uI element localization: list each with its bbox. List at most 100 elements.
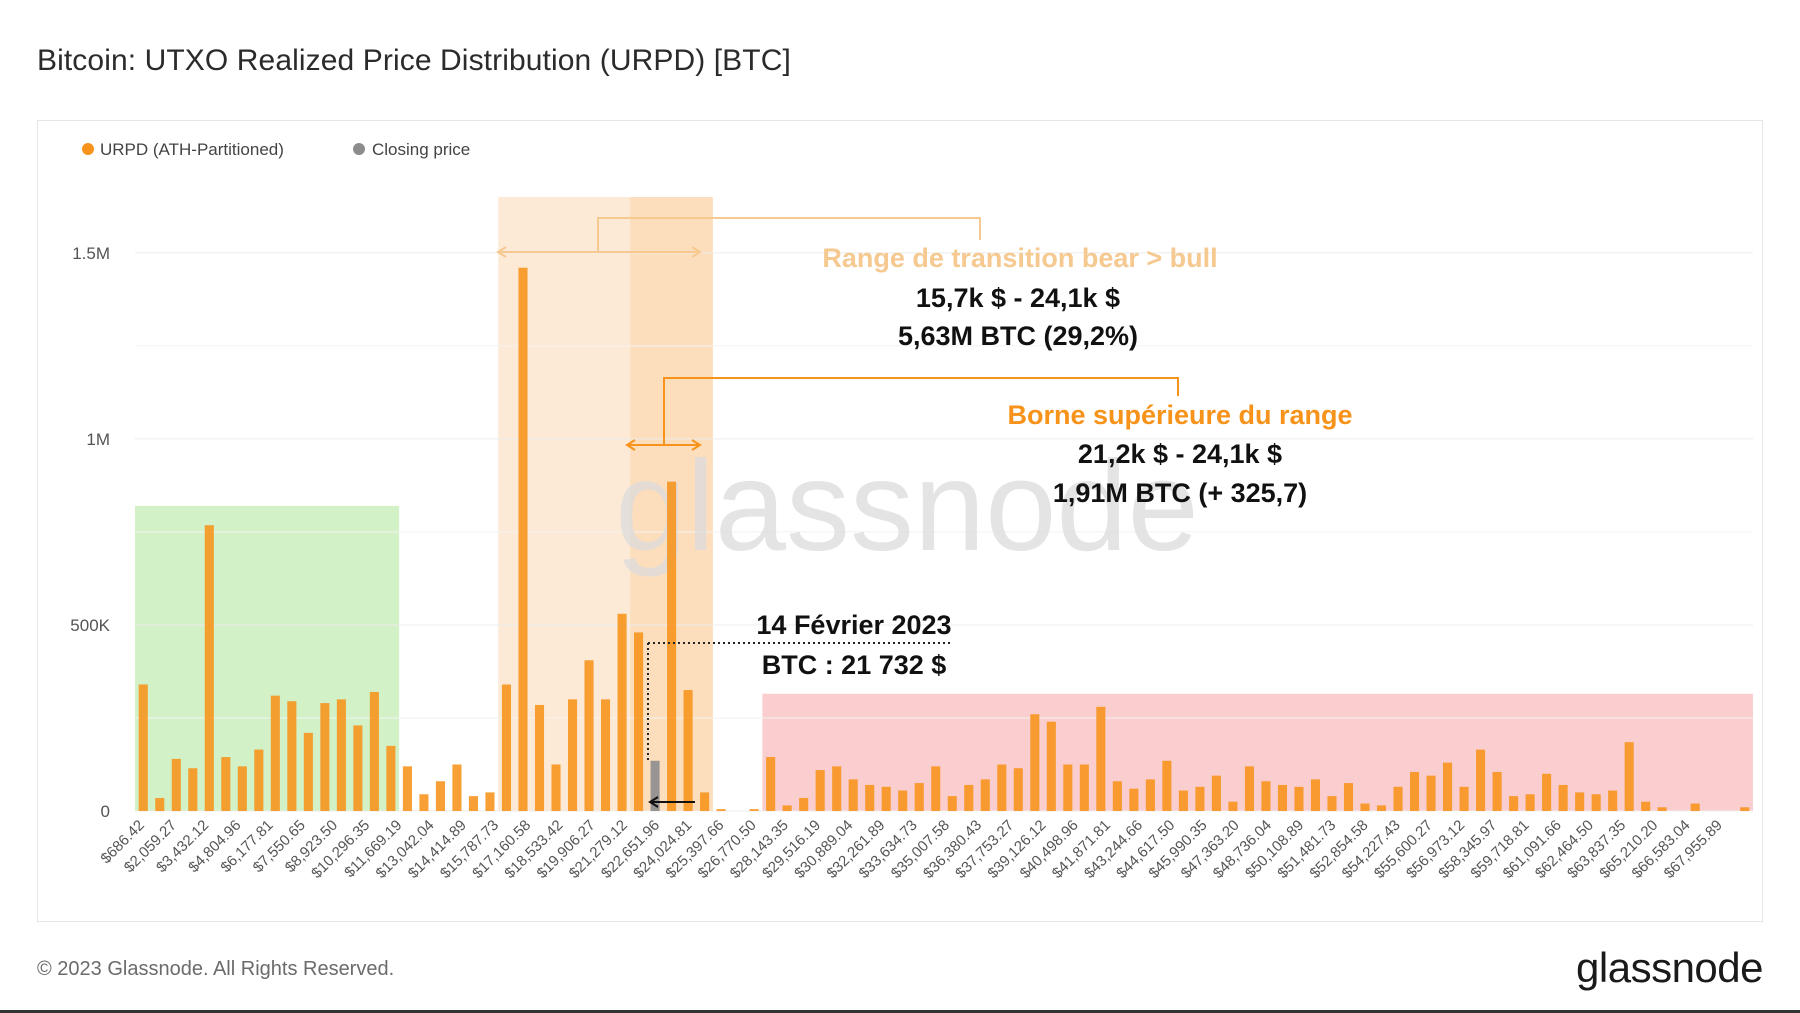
urpd-bar[interactable]: [601, 699, 611, 811]
urpd-bar[interactable]: [567, 699, 578, 811]
urpd-bar[interactable]: [1079, 764, 1089, 811]
urpd-bar[interactable]: [1261, 781, 1271, 811]
urpd-bar[interactable]: [386, 745, 396, 811]
urpd-bar[interactable]: [914, 783, 924, 811]
closing-price-bar[interactable]: [650, 760, 660, 811]
urpd-bar[interactable]: [1030, 714, 1040, 811]
urpd-bar[interactable]: [353, 725, 363, 811]
urpd-bar[interactable]: [221, 757, 231, 811]
urpd-bar[interactable]: [980, 779, 990, 811]
urpd-bar[interactable]: [815, 770, 825, 811]
urpd-bar[interactable]: [1360, 803, 1370, 811]
urpd-bar[interactable]: [270, 695, 280, 811]
urpd-bar[interactable]: [1476, 749, 1486, 811]
urpd-bar[interactable]: [832, 766, 842, 811]
urpd-bar[interactable]: [1013, 768, 1023, 811]
urpd-bar[interactable]: [1608, 790, 1618, 811]
urpd-bar[interactable]: [485, 792, 495, 811]
urpd-bar[interactable]: [1294, 786, 1304, 811]
urpd-bar[interactable]: [402, 766, 412, 811]
urpd-bar[interactable]: [1327, 796, 1337, 811]
urpd-bar[interactable]: [1690, 803, 1700, 811]
urpd-bar[interactable]: [468, 796, 478, 811]
urpd-bar[interactable]: [1558, 784, 1568, 811]
urpd-bar[interactable]: [1096, 706, 1106, 811]
urpd-bar[interactable]: [1211, 775, 1221, 811]
urpd-bar[interactable]: [1509, 796, 1519, 811]
urpd-bar[interactable]: [749, 809, 759, 811]
urpd-bar[interactable]: [419, 794, 429, 811]
urpd-bar[interactable]: [1575, 792, 1585, 811]
urpd-bar[interactable]: [947, 796, 957, 811]
urpd-bar[interactable]: [1310, 779, 1321, 811]
urpd-bar[interactable]: [997, 764, 1007, 811]
urpd-bar[interactable]: [881, 786, 891, 811]
urpd-bar[interactable]: [1178, 790, 1188, 811]
urpd-bar[interactable]: [1244, 766, 1254, 811]
urpd-bar[interactable]: [667, 481, 677, 811]
urpd-bar[interactable]: [782, 805, 792, 811]
urpd-bar[interactable]: [204, 525, 214, 811]
urpd-bar[interactable]: [1046, 721, 1056, 811]
urpd-bar[interactable]: [799, 797, 809, 811]
y-tick-label: 1M: [86, 430, 110, 449]
red-zone: [762, 693, 1753, 811]
urpd-bar[interactable]: [1591, 794, 1601, 811]
urpd-bar[interactable]: [1443, 762, 1453, 811]
urpd-bar[interactable]: [1277, 784, 1287, 811]
urpd-bar[interactable]: [584, 660, 594, 811]
urpd-bar[interactable]: [435, 781, 445, 811]
urpd-bar[interactable]: [452, 764, 462, 811]
urpd-bar[interactable]: [551, 764, 561, 811]
urpd-bar[interactable]: [1162, 760, 1172, 811]
urpd-bar[interactable]: [683, 690, 693, 811]
urpd-bar[interactable]: [716, 809, 726, 811]
urpd-bar[interactable]: [1426, 775, 1436, 811]
urpd-bar[interactable]: [303, 732, 313, 811]
urpd-bar[interactable]: [634, 632, 644, 811]
urpd-bar[interactable]: [1657, 807, 1667, 811]
urpd-bar[interactable]: [534, 704, 545, 811]
urpd-bar[interactable]: [237, 766, 247, 811]
urpd-bar[interactable]: [188, 768, 198, 811]
legend-item-urpd[interactable]: URPD (ATH-Partitioned): [82, 140, 284, 159]
urpd-bar[interactable]: [766, 757, 776, 811]
urpd-bar[interactable]: [700, 792, 710, 811]
urpd-bar[interactable]: [1492, 771, 1502, 811]
urpd-bar[interactable]: [1393, 786, 1403, 811]
urpd-bar[interactable]: [320, 703, 330, 811]
urpd-bar[interactable]: [1376, 805, 1387, 811]
range-prices: 15,7k $ - 24,1k $: [916, 283, 1120, 313]
urpd-bar[interactable]: [336, 699, 346, 811]
urpd-bar[interactable]: [1063, 764, 1073, 811]
urpd-bar[interactable]: [518, 267, 528, 812]
urpd-bar[interactable]: [369, 691, 379, 811]
urpd-bar[interactable]: [1145, 779, 1155, 811]
urpd-bar[interactable]: [1542, 773, 1552, 811]
urpd-bar[interactable]: [501, 684, 512, 811]
urpd-bar[interactable]: [1641, 801, 1651, 811]
urpd-bar[interactable]: [287, 701, 297, 811]
urpd-bar[interactable]: [1740, 807, 1750, 811]
urpd-bar[interactable]: [1525, 794, 1535, 811]
urpd-bar[interactable]: [254, 749, 264, 811]
glassnode-logo[interactable]: glassnode: [1576, 944, 1763, 991]
urpd-bar[interactable]: [1112, 781, 1122, 811]
urpd-bar[interactable]: [931, 766, 941, 811]
urpd-bar[interactable]: [617, 613, 627, 811]
urpd-bar[interactable]: [1129, 788, 1139, 811]
urpd-bar[interactable]: [1195, 786, 1205, 811]
urpd-bar[interactable]: [865, 784, 875, 811]
urpd-bar[interactable]: [1343, 783, 1354, 811]
urpd-bar[interactable]: [964, 784, 974, 811]
urpd-bar[interactable]: [1459, 786, 1469, 811]
urpd-bar[interactable]: [1624, 742, 1634, 811]
urpd-bar[interactable]: [848, 779, 858, 811]
urpd-bar[interactable]: [155, 797, 165, 811]
urpd-bar[interactable]: [171, 758, 181, 811]
legend-item-closing-price[interactable]: Closing price: [353, 140, 470, 159]
urpd-bar[interactable]: [138, 684, 148, 811]
urpd-bar[interactable]: [898, 790, 908, 811]
urpd-bar[interactable]: [1228, 801, 1238, 811]
urpd-bar[interactable]: [1410, 771, 1420, 811]
